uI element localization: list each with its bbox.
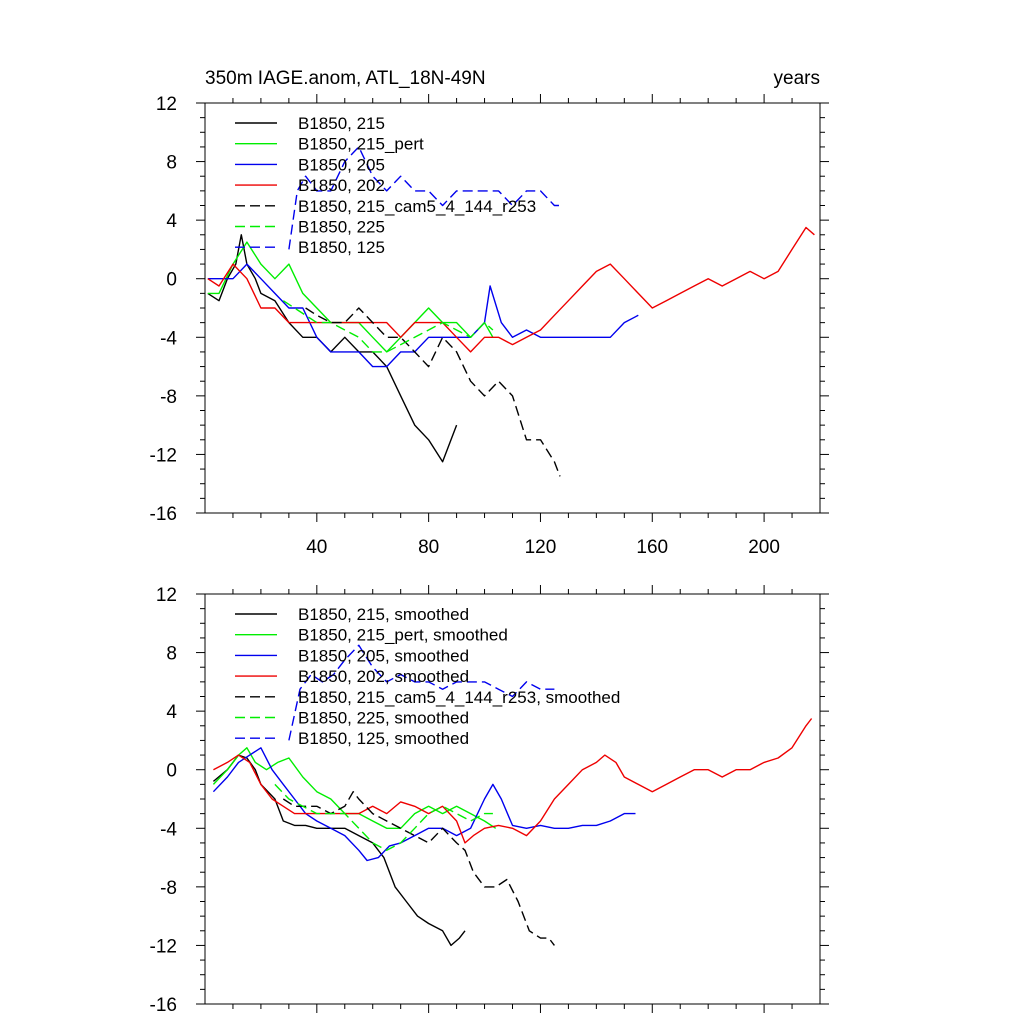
y-tick-label: 12 [156, 585, 177, 606]
y-tick-label: -8 [160, 387, 177, 408]
series-line-4 [207, 226, 815, 353]
legend-label-4: B1850, 202, smoothed [298, 667, 469, 686]
y-tick-label: -4 [160, 819, 177, 840]
x-tick-label: 200 [748, 537, 780, 558]
series-line-1 [207, 234, 458, 463]
x-tick-label: 160 [636, 537, 668, 558]
chart-title-right: years [774, 68, 820, 89]
series-line-2 [212, 747, 497, 829]
y-tick-label: 4 [166, 702, 177, 723]
series-line-2 [207, 241, 494, 353]
x-tick-label: 80 [418, 537, 439, 558]
legend-label-5: B1850, 215_cam5_4_144_r253, smoothed [298, 688, 620, 707]
x-tick-label: 40 [306, 537, 327, 558]
legend-label-6: B1850, 225 [298, 218, 385, 237]
y-tick-label: 0 [166, 270, 177, 291]
y-tick-label: -16 [150, 995, 177, 1016]
legend-label-6: B1850, 225, smoothed [298, 709, 469, 728]
series-line-4 [213, 718, 813, 844]
series-line-7 [288, 644, 555, 741]
legend-label-7: B1850, 125 [298, 238, 385, 257]
panel-top: 350m IAGE.anom, ATL_18N-49N years -16 -12… [150, 68, 829, 558]
y-tick-label: -4 [160, 328, 177, 349]
series-line-5 [305, 307, 561, 477]
chart-title: 350m IAGE.anom, ATL_18N-49N [205, 68, 486, 89]
series-line-3 [212, 747, 636, 862]
legend-label-7: B1850, 125, smoothed [298, 729, 469, 748]
y-tick-label: -12 [150, 936, 177, 957]
legend-label-2: B1850, 215_pert [298, 135, 424, 154]
x-tick-label: 120 [525, 537, 557, 558]
legend-label-1: B1850, 215 [298, 114, 385, 133]
y-tick-label: 8 [166, 153, 177, 174]
series-line-6 [274, 783, 493, 851]
legend-label-5: B1850, 215_cam5_4_144_r253 [298, 197, 536, 216]
series-line-6 [282, 300, 494, 353]
series-line-3 [207, 263, 639, 368]
series-line-7 [288, 146, 560, 250]
legend-label-3: B1850, 205 [298, 155, 385, 174]
y-tick-label: 0 [166, 761, 177, 782]
legend-label-3: B1850, 205, smoothed [298, 646, 469, 665]
y-tick-label: 8 [166, 644, 177, 665]
series-line-1 [212, 754, 466, 947]
legend-label-2: B1850, 215_pert, smoothed [298, 626, 508, 645]
panel-bottom: -16 -12 -8 -4 0 4 8 12 B1850, 215, smoothed B1850… [150, 585, 829, 1016]
y-tick-label: -12 [150, 445, 177, 466]
y-tick-label: 4 [166, 211, 177, 232]
legend-label-1: B1850, 215, smoothed [298, 605, 469, 624]
y-tick-label: 12 [156, 94, 177, 115]
series-line-5 [282, 791, 555, 946]
y-tick-label: -16 [150, 504, 177, 525]
legend-label-4: B1850, 202 [298, 176, 385, 195]
y-tick-label: -8 [160, 878, 177, 899]
